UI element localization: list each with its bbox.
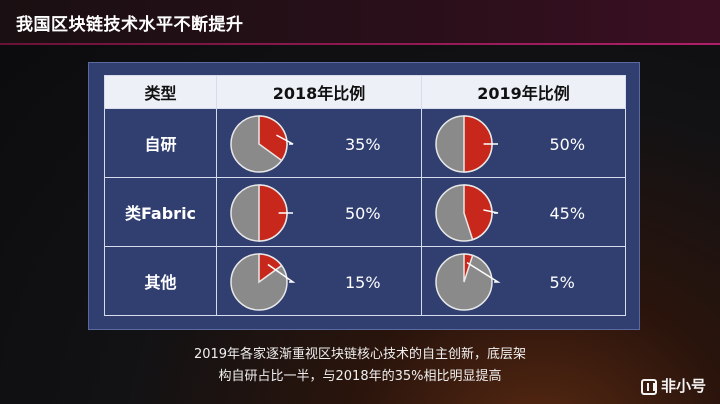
pie-cell: 50% xyxy=(421,108,626,178)
pie-chart xyxy=(230,184,293,242)
pie-cell: 45% xyxy=(421,177,626,247)
watermark-text: 非小号 xyxy=(660,377,706,395)
leader-line xyxy=(267,263,296,283)
header-2018: 2018年比例 xyxy=(216,75,422,109)
pie-cell: 35% xyxy=(216,108,422,178)
pie-chart xyxy=(434,253,501,311)
pie-slice-value xyxy=(258,253,283,284)
header-row: 类型 2018年比例 2019年比例 xyxy=(104,75,626,109)
watermark: 非小号 xyxy=(640,375,706,396)
pie-chart xyxy=(230,253,296,311)
title-bar: 我国区块链技术水平不断提升 xyxy=(0,0,720,45)
row-label-other: 其他 xyxy=(104,246,217,316)
leader-line xyxy=(466,262,501,283)
table-row: 类Fabric 50% 45% xyxy=(104,177,626,247)
header-2019: 2019年比例 xyxy=(421,75,626,109)
pie-slice-value xyxy=(258,115,288,162)
caption-line-1: 2019年各家逐渐重视区块链核心技术的自主创新，底层架 xyxy=(193,347,527,362)
pie-slice-value xyxy=(462,253,474,283)
row-label-fabric-like: 类Fabric xyxy=(104,177,217,247)
pie-data-label: 50% xyxy=(345,204,381,223)
pie-chart xyxy=(434,115,498,173)
pie-cell: 50% xyxy=(216,177,422,247)
pie-data-label: 35% xyxy=(345,135,381,154)
pie-data-label: 50% xyxy=(549,135,586,154)
caption-line-2: 构自研占比一半，与2018年的35%相比明显提高 xyxy=(218,369,502,384)
table-row: 其他 15% 5% xyxy=(104,246,626,316)
title-rule xyxy=(0,43,720,45)
pie-chart xyxy=(230,115,294,173)
pie-data-label: 5% xyxy=(549,273,575,292)
leader-line xyxy=(276,134,294,145)
row-label-self-developed: 自研 xyxy=(104,108,217,178)
pie-cell: 15% xyxy=(216,246,422,316)
pie-cell: 5% xyxy=(421,246,626,316)
header-type: 类型 xyxy=(104,75,217,109)
comparison-table: 类型 2018年比例 2019年比例 自研 35% 50% 类Fabric 50… xyxy=(104,75,626,316)
table-row: 自研 35% 50% xyxy=(104,108,626,178)
pie-slice-value xyxy=(462,184,493,241)
page-title: 我国区块链技术水平不断提升 xyxy=(16,15,244,35)
pie-data-label: 15% xyxy=(345,273,381,292)
pie-data-label: 45% xyxy=(549,204,586,223)
pie-chart xyxy=(434,184,498,242)
leader-line xyxy=(482,209,498,214)
feixiaohao-logo-icon xyxy=(640,378,657,395)
